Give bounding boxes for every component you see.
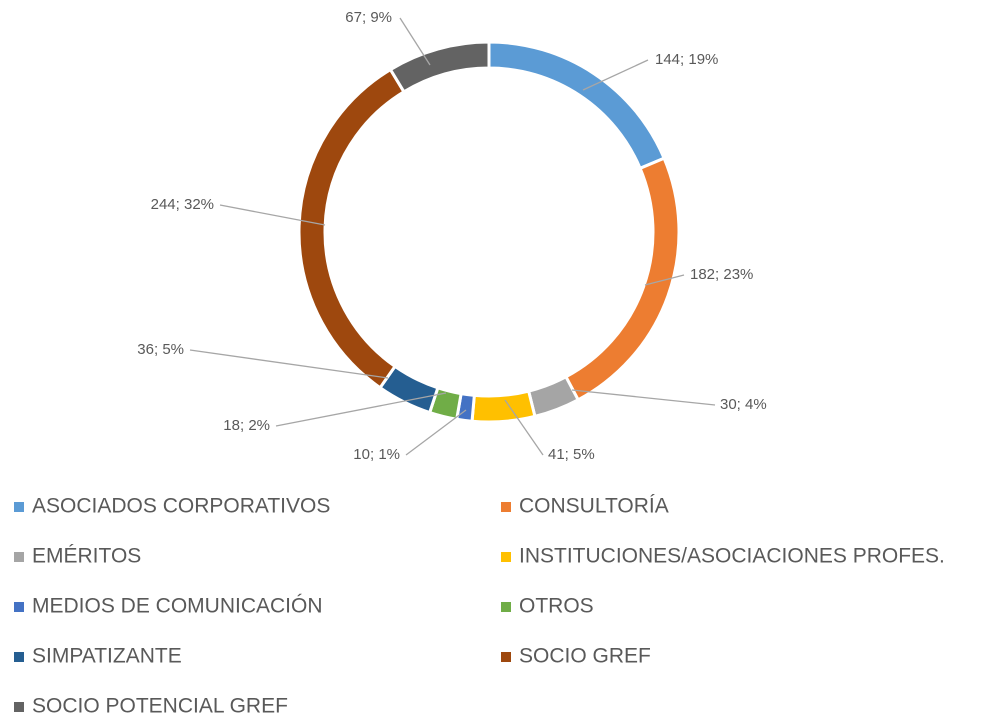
legend-label: ASOCIADOS CORPORATIVOS — [32, 495, 330, 518]
data-label: 36; 5% — [137, 341, 184, 358]
leader-line — [644, 274, 685, 286]
leader-line — [399, 17, 431, 66]
data-label: 10; 1% — [353, 446, 400, 463]
data-label: 30; 4% — [720, 396, 767, 413]
data-label: 244; 32% — [151, 196, 214, 213]
data-label: 144; 19% — [655, 51, 718, 68]
slice — [470, 389, 537, 424]
legend-swatch — [501, 552, 511, 562]
legend-label: INSTITUCIONES/ASOCIACIONES PROFES. — [519, 545, 945, 568]
slice — [388, 40, 491, 94]
leader-line — [275, 392, 447, 427]
legend-label: EMÉRITOS — [32, 545, 141, 568]
data-label: 182; 23% — [690, 266, 753, 283]
slice — [563, 156, 681, 402]
legend-swatch — [14, 652, 24, 662]
legend-swatch — [14, 552, 24, 562]
slice — [297, 67, 406, 390]
leader-line — [571, 389, 716, 406]
leader-line — [219, 204, 326, 226]
data-label: 67; 9% — [345, 9, 392, 26]
leader-line — [582, 59, 649, 91]
legend-swatch — [501, 502, 511, 512]
leader-line — [405, 409, 467, 456]
legend-label: MEDIOS DE COMUNICACIÓN — [32, 595, 323, 618]
legend-label: OTROS — [519, 595, 594, 618]
leader-line — [504, 399, 544, 456]
legend-label: CONSULTORÍA — [519, 495, 669, 518]
slice — [487, 40, 667, 171]
slice — [526, 374, 581, 419]
legend-swatch — [501, 652, 511, 662]
legend-label: SOCIO POTENCIAL GREF — [32, 695, 288, 718]
legend-label: SIMPATIZANTE — [32, 645, 182, 668]
legend-swatch — [14, 502, 24, 512]
data-label: 18; 2% — [223, 417, 270, 434]
legend-swatch — [14, 702, 24, 712]
data-label: 41; 5% — [548, 446, 595, 463]
legend-swatch — [14, 602, 24, 612]
leader-line — [189, 349, 389, 379]
legend-label: SOCIO GREF — [519, 645, 651, 668]
legend-swatch — [501, 602, 511, 612]
